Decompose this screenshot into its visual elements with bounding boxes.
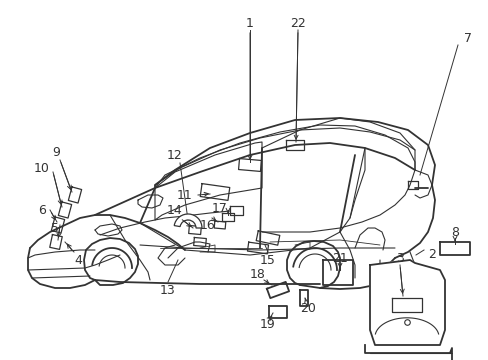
Text: 18: 18	[249, 269, 265, 282]
Text: 12: 12	[167, 149, 183, 162]
Wedge shape	[174, 214, 202, 228]
Text: 2: 2	[427, 248, 435, 261]
Text: 5: 5	[51, 221, 59, 234]
Text: 9: 9	[52, 145, 60, 158]
Text: 6: 6	[38, 203, 46, 216]
Text: 20: 20	[300, 302, 315, 315]
Text: 22: 22	[289, 17, 305, 30]
Text: 10: 10	[34, 162, 50, 175]
Polygon shape	[369, 260, 444, 345]
Text: 8: 8	[450, 225, 458, 239]
Text: 15: 15	[260, 253, 275, 266]
Text: 7: 7	[463, 32, 471, 45]
Text: 3: 3	[395, 252, 403, 265]
Polygon shape	[364, 345, 451, 360]
Text: 21: 21	[331, 252, 347, 265]
Text: 14: 14	[167, 203, 183, 216]
Text: 17: 17	[212, 202, 227, 215]
Text: 19: 19	[260, 319, 275, 332]
Text: 1: 1	[245, 17, 253, 30]
Text: 11: 11	[177, 189, 192, 202]
Text: 4: 4	[74, 253, 82, 266]
Text: 16: 16	[200, 219, 215, 231]
Text: 13: 13	[160, 284, 176, 297]
